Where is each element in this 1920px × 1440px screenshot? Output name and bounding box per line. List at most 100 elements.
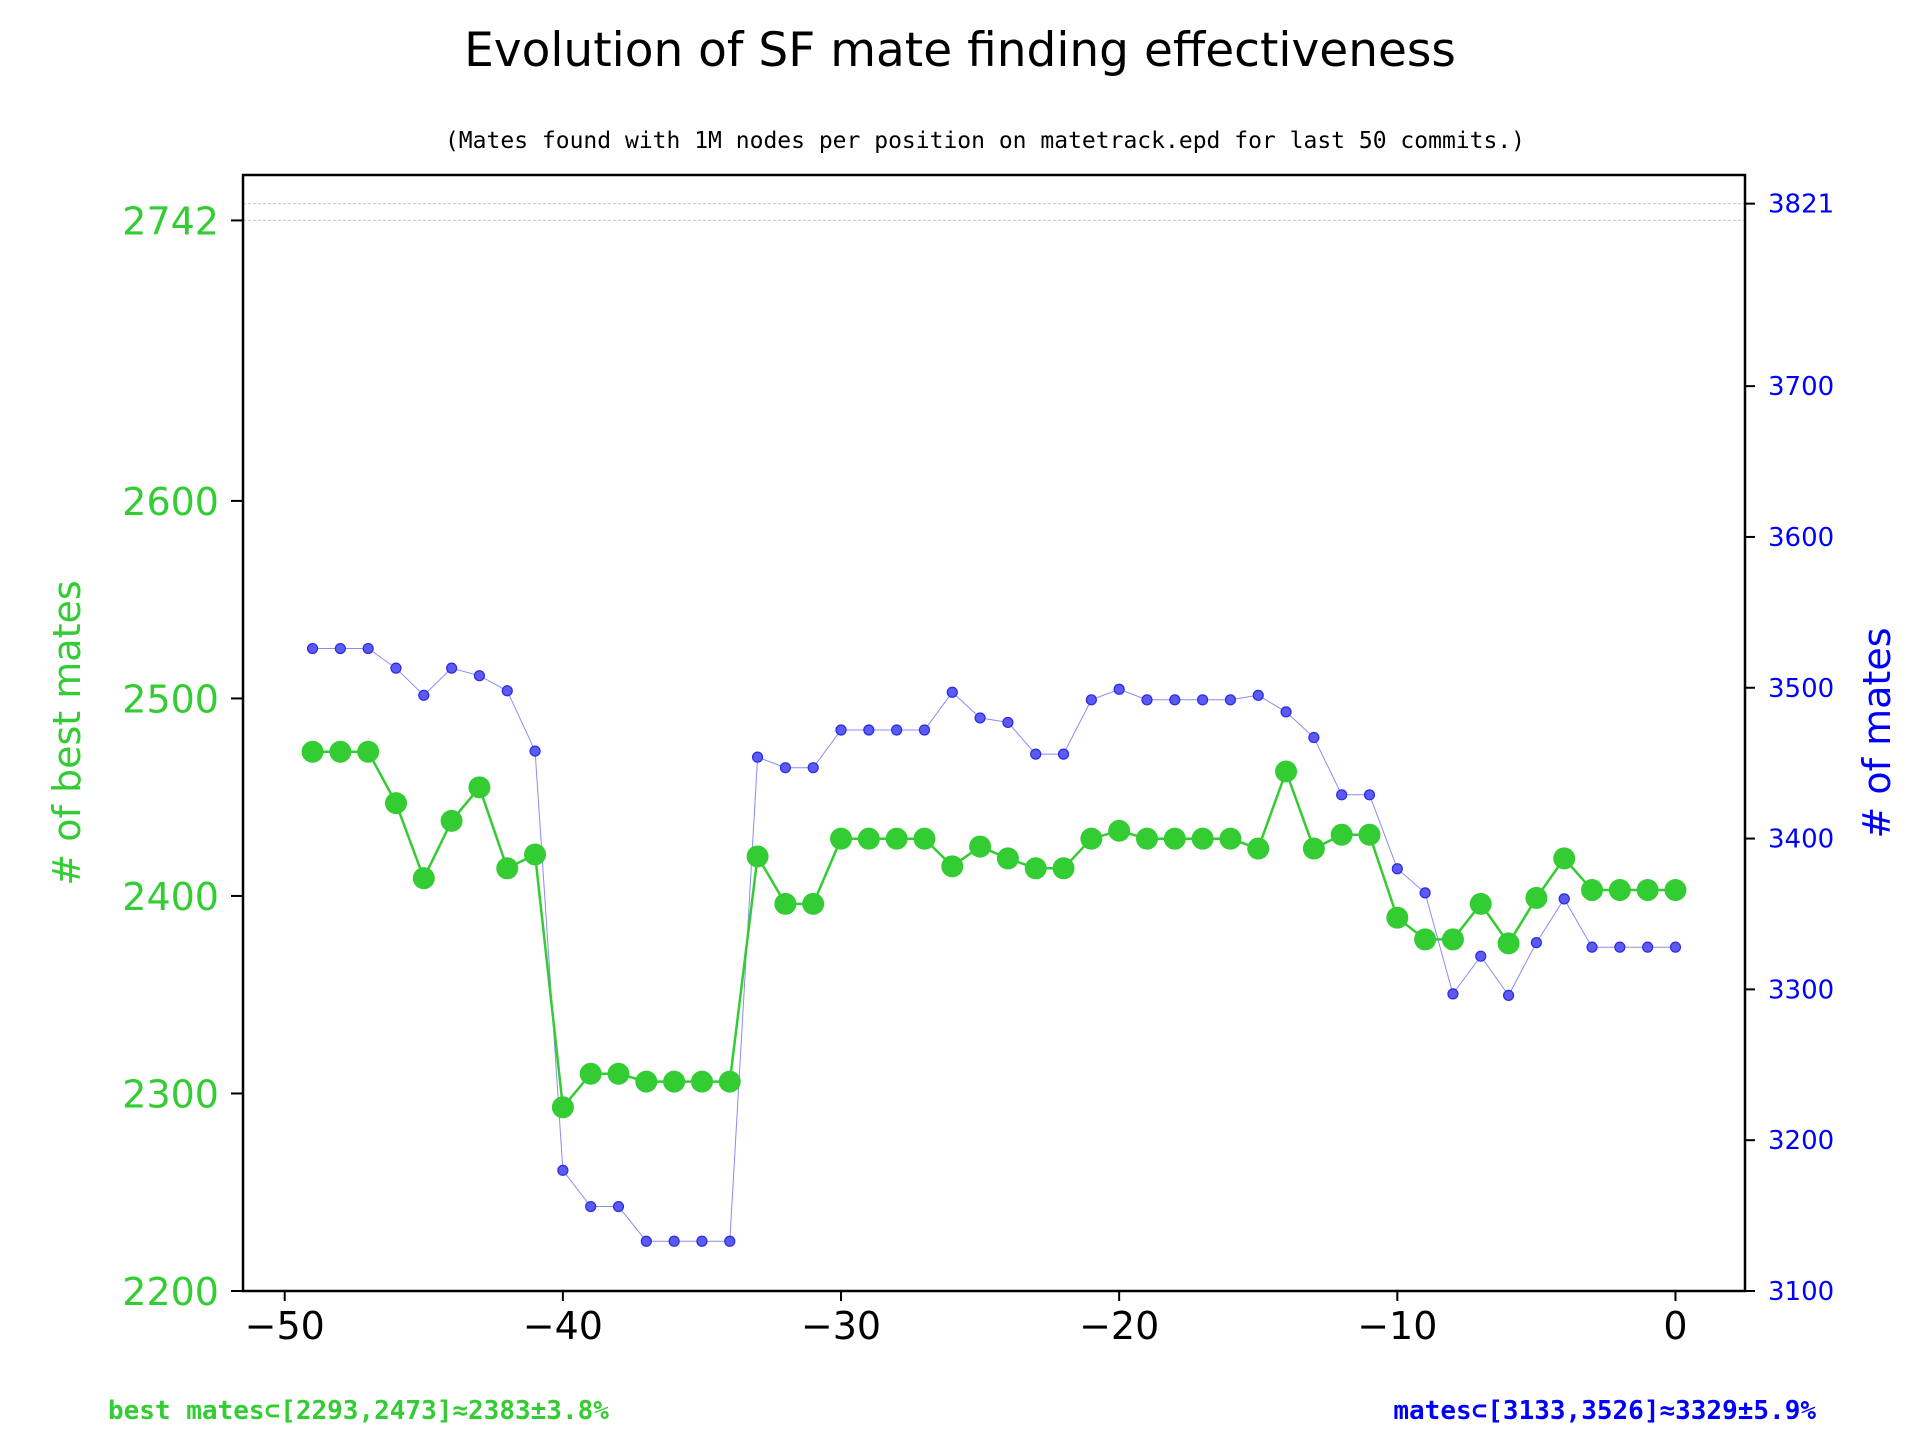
data-point-mates (1642, 941, 1654, 953)
data-point-best-mates (1163, 827, 1186, 850)
data-point-best-mates (857, 827, 880, 850)
data-point-best-mates (830, 827, 853, 850)
right-axis-label: # of mates (1855, 627, 1899, 838)
data-point-best-mates (1330, 823, 1353, 846)
footer-mates-summary: mates⊂[3133,3526]≈3329±5.9% (1393, 1396, 1816, 1426)
x-tick-label: −50 (245, 1304, 325, 1348)
data-point-best-mates (440, 809, 463, 832)
data-point-best-mates (969, 835, 992, 858)
data-point-mates (1363, 789, 1376, 801)
right-tick-label: 3500 (1768, 674, 1834, 704)
data-point-mates (918, 724, 931, 736)
data-point-mates (390, 662, 402, 674)
x-tick-label: −40 (523, 1304, 603, 1348)
data-point-best-mates (774, 892, 797, 915)
data-point-mates (946, 686, 958, 698)
data-point-mates (1113, 683, 1125, 695)
data-point-best-mates (718, 1070, 741, 1093)
data-point-mates (974, 712, 986, 724)
data-point-mates (1669, 941, 1682, 953)
data-point-best-mates (1247, 837, 1270, 860)
data-point-mates (1280, 706, 1292, 718)
left-tick-label: 2300 (122, 1072, 219, 1116)
x-tick-label: −20 (1079, 1304, 1159, 1348)
data-point-best-mates (746, 845, 769, 868)
data-point-best-mates (1414, 928, 1437, 951)
data-point-best-mates (1080, 827, 1103, 850)
data-point-mates (362, 642, 374, 655)
data-point-mates (807, 762, 819, 774)
right-tick-label: 3100 (1768, 1277, 1834, 1307)
data-point-mates (418, 689, 430, 701)
data-point-mates (863, 724, 875, 736)
data-point-mates (446, 662, 458, 674)
data-point-mates (585, 1200, 597, 1213)
right-axis: 3100 3200 3300 3400 3500 3600 3700 3821 (1745, 190, 1834, 1307)
data-point-mates (1558, 893, 1570, 905)
data-point-mates (1030, 748, 1042, 760)
data-point-best-mates (913, 827, 936, 850)
data-point-best-mates (579, 1062, 602, 1085)
data-point-mates (891, 724, 903, 736)
data-point-mates (1475, 950, 1487, 962)
data-point-best-mates (1441, 928, 1464, 951)
data-point-best-mates (941, 855, 964, 878)
data-point-mates (1391, 863, 1403, 875)
data-point-best-mates (1219, 827, 1242, 850)
data-point-mates (1224, 694, 1237, 706)
data-point-best-mates (412, 867, 435, 890)
data-point-best-mates (1525, 886, 1548, 909)
data-point-mates (1586, 941, 1598, 953)
data-point-best-mates (1608, 879, 1631, 902)
data-point-best-mates (1553, 847, 1576, 870)
series-line-best-mates (312, 750, 1676, 1111)
data-point-best-mates (607, 1062, 630, 1085)
data-point-best-mates (1052, 857, 1075, 880)
data-point-mates (1308, 731, 1320, 744)
data-point-best-mates (1469, 892, 1492, 915)
data-point-best-mates (496, 857, 519, 880)
data-point-best-mates (524, 843, 547, 866)
data-point-mates (640, 1235, 652, 1247)
series-line-mates (312, 648, 1676, 1242)
data-point-best-mates (690, 1070, 713, 1093)
data-point-best-mates (1581, 879, 1604, 902)
data-point-best-mates (996, 847, 1019, 870)
data-point-mates (306, 642, 319, 655)
data-point-best-mates (468, 776, 491, 799)
data-point-mates (501, 685, 513, 697)
data-point-best-mates (1636, 879, 1659, 902)
reference-lines (243, 203, 1745, 221)
data-point-best-mates (1024, 857, 1047, 880)
data-point-mates (1530, 937, 1542, 949)
left-tick-label: 2500 (122, 677, 219, 721)
data-point-best-mates (1497, 932, 1520, 955)
data-point-best-mates (802, 892, 825, 915)
data-point-best-mates (357, 740, 380, 763)
right-tick-label: 3200 (1768, 1126, 1834, 1156)
right-tick-label: 3300 (1768, 975, 1834, 1005)
series-layer (301, 642, 1687, 1247)
left-tick-label: 2400 (122, 875, 219, 919)
data-point-best-mates (635, 1070, 658, 1093)
footer-best-mates-summary: best mates⊂[2293,2473]≈2383±3.8% (108, 1396, 609, 1426)
data-point-best-mates (663, 1070, 686, 1093)
data-point-best-mates (1358, 823, 1381, 846)
data-point-mates (1419, 887, 1431, 899)
data-point-mates (1085, 694, 1097, 706)
right-tick-label: 3700 (1768, 372, 1834, 402)
x-axis: −50 −40 −30 −20 −10 0 (245, 1291, 1688, 1348)
data-point-best-mates (1135, 827, 1158, 850)
data-point-mates (1057, 748, 1070, 760)
x-tick-label: −30 (801, 1304, 881, 1348)
data-point-best-mates (329, 740, 352, 763)
data-point-best-mates (301, 740, 324, 763)
data-point-mates (1141, 694, 1153, 706)
right-tick-label: 3400 (1768, 825, 1834, 855)
data-point-mates (696, 1235, 708, 1247)
data-point-mates (1614, 941, 1626, 953)
left-tick-label: 2742 (122, 199, 219, 243)
data-point-mates (473, 670, 486, 682)
data-point-mates (1002, 716, 1014, 729)
data-point-best-mates (551, 1096, 574, 1119)
